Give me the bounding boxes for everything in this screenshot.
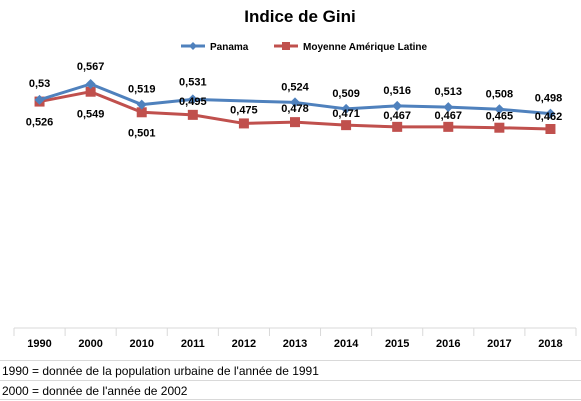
x-tick-label: 2012 xyxy=(232,338,256,350)
data-point xyxy=(443,102,454,113)
gini-line-chart: Indice de Gini Panama Moyenne Amérique La… xyxy=(13,7,577,350)
series-layer xyxy=(34,79,556,134)
data-point xyxy=(85,86,96,97)
data-point xyxy=(238,118,249,129)
x-tick-label: 1990 xyxy=(27,338,51,350)
legend-label: Panama xyxy=(210,42,249,53)
data-label: 0,526 xyxy=(26,117,54,129)
data-point xyxy=(494,122,505,133)
data-label: 0,467 xyxy=(435,110,463,122)
data-label: 0,465 xyxy=(486,111,514,123)
data-label: 0,567 xyxy=(77,61,105,73)
x-tick-label: 2010 xyxy=(129,338,153,350)
x-tick-label: 2018 xyxy=(538,338,562,350)
x-tick-label: 2017 xyxy=(487,338,511,350)
data-point xyxy=(136,99,147,110)
x-tick-label: 2015 xyxy=(385,338,409,350)
data-point xyxy=(136,107,147,118)
data-point xyxy=(290,97,300,108)
data-label: 0,53 xyxy=(29,78,50,90)
data-point xyxy=(494,104,505,115)
x-tick-label: 2000 xyxy=(78,338,102,350)
x-tick-label: 2013 xyxy=(283,338,307,350)
data-point xyxy=(545,108,556,119)
data-label: 0,531 xyxy=(179,76,207,88)
legend-marker xyxy=(282,42,290,50)
data-point xyxy=(341,103,352,114)
x-tick-label: 2014 xyxy=(334,338,359,350)
category-dividers xyxy=(13,328,577,336)
legend-marker xyxy=(189,42,197,50)
data-label: 0,478 xyxy=(281,103,309,115)
data-label: 0,475 xyxy=(230,104,258,116)
data-point xyxy=(545,124,556,134)
data-label: 0,495 xyxy=(179,96,207,108)
legend-label: Moyenne Amérique Latine xyxy=(303,42,428,53)
data-label: 0,462 xyxy=(535,111,563,123)
data-point xyxy=(187,94,198,105)
data-label: 0,509 xyxy=(332,88,360,100)
data-label: 0,501 xyxy=(128,127,156,139)
data-label: 0,549 xyxy=(77,109,105,121)
data-label: 0,471 xyxy=(332,108,360,120)
x-tick-label: 2011 xyxy=(181,338,205,350)
data-point xyxy=(34,94,45,105)
chart-title: Indice de Gini xyxy=(244,7,355,26)
data-label: 0,467 xyxy=(383,110,411,122)
data-labels: 0,53 0,567 0,519 0,531 0,524 0,509 0,516 0,513 0… xyxy=(26,61,562,139)
data-point xyxy=(392,100,403,111)
data-point xyxy=(187,109,198,120)
footnote-2000: 2000 = donnée de l'année de 2002 xyxy=(0,380,581,400)
data-point xyxy=(392,121,403,132)
x-axis: 1990 2000 2010 2011 2012 2013 2014 2015 2016 2017… xyxy=(14,327,576,350)
data-label: 0,516 xyxy=(383,85,411,97)
data-point xyxy=(443,121,454,132)
series-line xyxy=(39,82,551,116)
data-label: 0,513 xyxy=(435,86,463,98)
footnote-1990: 1990 = donnée de la population urbaine d… xyxy=(0,360,581,380)
data-label: 0,524 xyxy=(281,81,309,93)
chart-legend: Panama Moyenne Amérique Latine xyxy=(181,42,428,53)
data-label: 0,508 xyxy=(486,88,514,100)
data-point xyxy=(341,120,352,131)
x-tick-label: 2016 xyxy=(436,338,460,350)
data-label: 0,498 xyxy=(535,93,563,105)
data-point xyxy=(290,117,300,128)
data-point xyxy=(85,79,96,89)
data-label: 0,519 xyxy=(128,84,156,96)
